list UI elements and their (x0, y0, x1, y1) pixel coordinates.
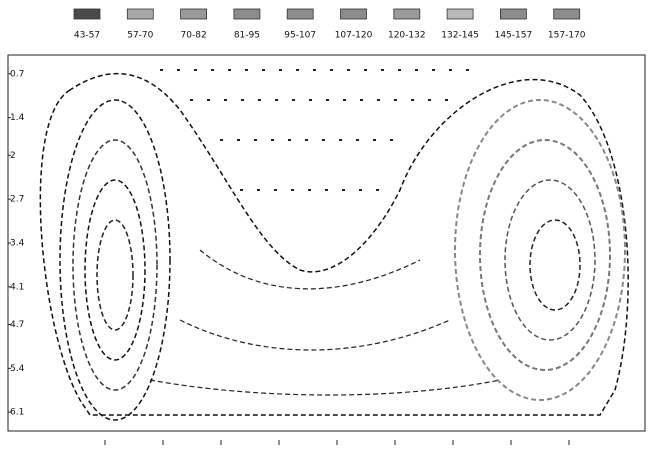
y-tick-label: 1.4 (10, 113, 25, 123)
legend-label: 132-145 (441, 31, 479, 41)
y-tick-label: 4.1 (10, 282, 24, 292)
legend-label: 57-70 (127, 31, 153, 41)
y-tick-label: 0.7 (10, 69, 24, 79)
legend-label: 145-157 (495, 31, 533, 41)
y-tick-label: 6.1 (10, 408, 24, 418)
legend-swatch (181, 9, 207, 19)
legend-swatch (74, 9, 100, 19)
x-tick-marks (105, 440, 569, 445)
contour-field (40, 70, 628, 420)
legend-label: 95-107 (284, 31, 316, 41)
legend-label: 70-82 (181, 31, 207, 41)
chart: 0.7 1.4 2 2.7 3.4 4.1 4.7 5.4 6.1 43-57 57-70 70-82… (0, 0, 654, 448)
legend-swatch (287, 9, 313, 19)
y-tick-label: 4.7 (10, 320, 24, 330)
legend-swatch (127, 9, 153, 19)
legend-label: 43-57 (74, 31, 100, 41)
legend-swatch (341, 9, 367, 19)
y-tick-label: 3.4 (10, 239, 25, 249)
y-tick-label: 2.7 (10, 195, 24, 205)
legend-swatch (394, 9, 420, 19)
y-tick-label: 5.4 (10, 364, 25, 374)
legend-label: 81-95 (234, 31, 260, 41)
legend-swatch (447, 9, 473, 19)
legend-label: 157-170 (548, 31, 586, 41)
legend-label: 107-120 (335, 31, 373, 41)
legend-swatch (500, 9, 526, 19)
legend-swatch (234, 9, 260, 19)
legend-swatch (554, 9, 580, 19)
legend-label: 120-132 (388, 31, 426, 41)
plot-frame (8, 55, 645, 431)
y-tick-label: 2 (10, 151, 16, 161)
